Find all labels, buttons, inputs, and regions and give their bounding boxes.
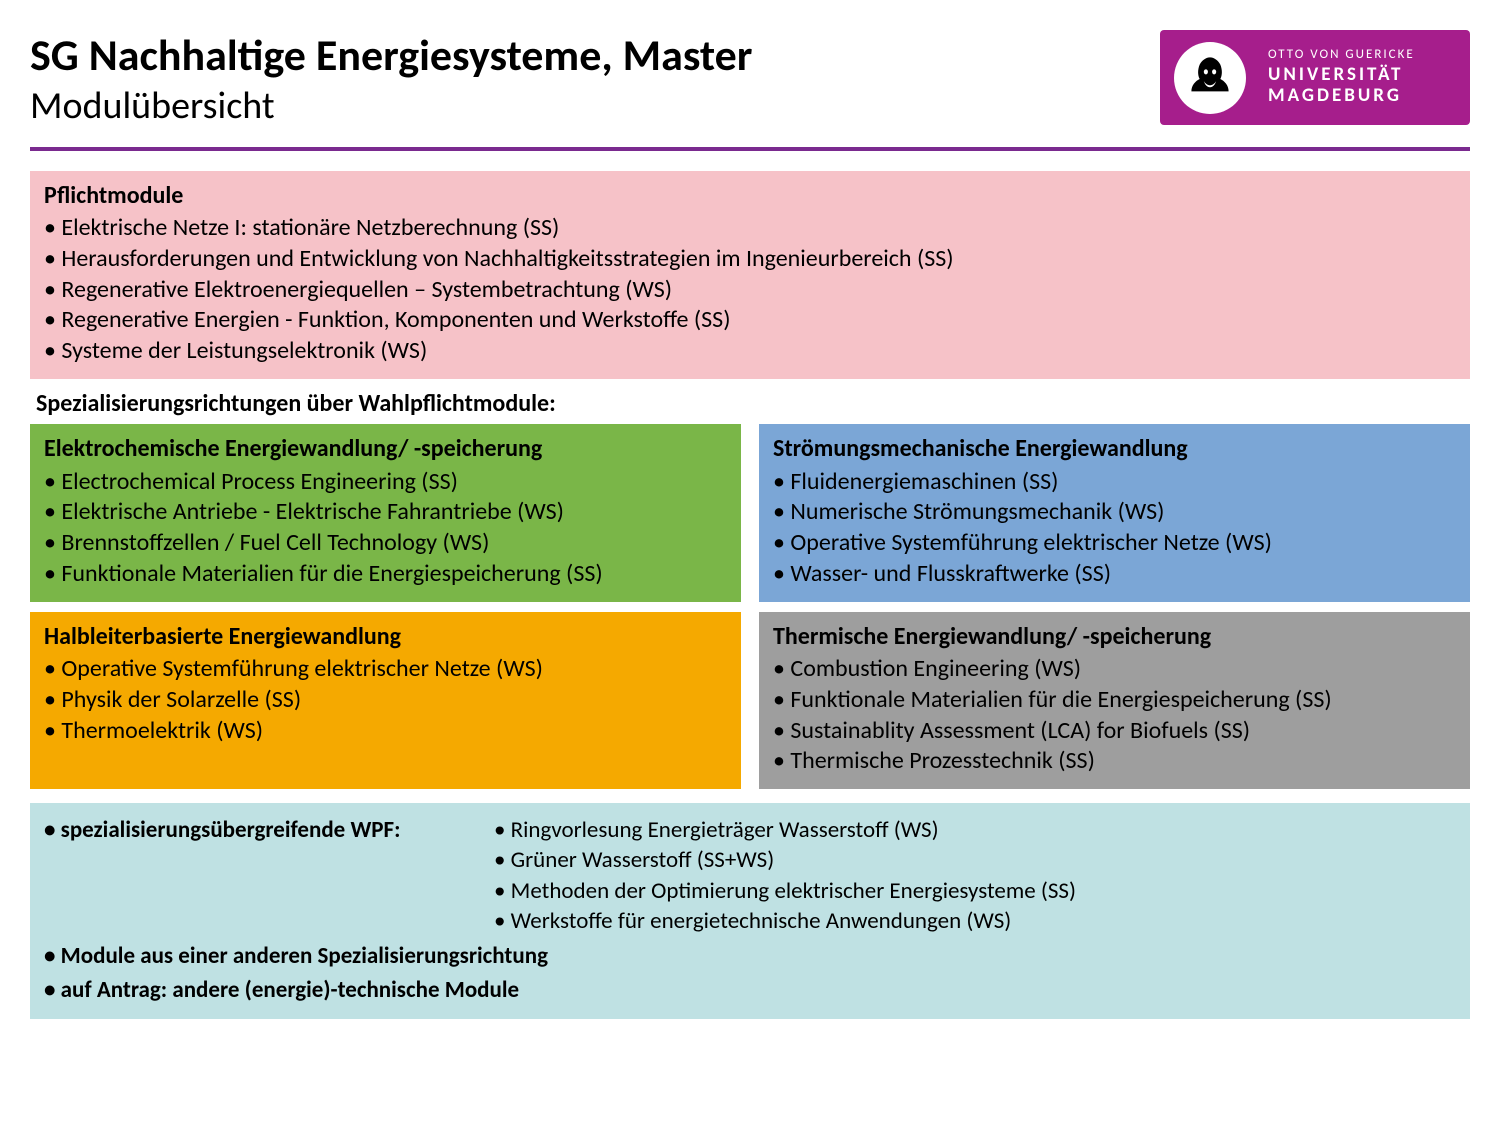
spec-list: Fluidenergiemaschinen (SS)Numerische Str… <box>773 467 1456 590</box>
logo-text: OTTO VON GUERICKE UNIVERSITÄT MAGDEBURG <box>1260 30 1470 125</box>
logo-portrait-bg <box>1160 30 1260 125</box>
wpf-item: Ringvorlesung Energieträger Wasserstoff … <box>494 815 1076 845</box>
pflichtmodule-box: Pflichtmodule Elektrische Netze I: stati… <box>30 171 1470 379</box>
wpf-item: Methoden der Optimierung elektrischer En… <box>494 876 1076 906</box>
spec-title: Elektrochemische Energiewandlung/ -speic… <box>44 434 727 465</box>
guericke-portrait-icon <box>1174 42 1246 114</box>
spec-item: Sustainablity Assessment (LCA) for Biofu… <box>773 716 1456 747</box>
spec-item: Thermische Prozesstechnik (SS) <box>773 746 1456 777</box>
spec-item: Combustion Engineering (WS) <box>773 654 1456 685</box>
logo-line-1: OTTO VON GUERICKE <box>1268 48 1460 62</box>
university-logo: OTTO VON GUERICKE UNIVERSITÄT MAGDEBURG <box>1160 30 1470 125</box>
spec-title: Halbleiterbasierte Energiewandlung <box>44 622 727 653</box>
spec-list: Combustion Engineering (WS)Funktionale M… <box>773 654 1456 777</box>
wpf-label: spezialisierungsübergreifende WPF: <box>44 815 494 936</box>
spec-item: Operative Systemführung elektrischer Net… <box>44 654 727 685</box>
spec-item: Thermoelektrik (WS) <box>44 716 727 747</box>
spec-box: Thermische Energiewandlung/ -speicherung… <box>759 612 1470 790</box>
pflicht-item: Regenerative Energien - Funktion, Kompon… <box>44 305 1456 336</box>
spec-item: Wasser- und Flusskraftwerke (SS) <box>773 559 1456 590</box>
page-subtitle: Modulübersicht <box>30 83 752 129</box>
spec-list: Electrochemical Process Engineering (SS)… <box>44 467 727 590</box>
wpf-item: Grüner Wasserstoff (SS+WS) <box>494 845 1076 875</box>
pflicht-title: Pflichtmodule <box>44 181 1456 212</box>
header: SG Nachhaltige Energiesysteme, Master Mo… <box>30 30 1470 151</box>
spec-item: Electrochemical Process Engineering (SS) <box>44 467 727 498</box>
spec-item: Fluidenergiemaschinen (SS) <box>773 467 1456 498</box>
pflicht-item: Regenerative Elektroenergiequellen – Sys… <box>44 275 1456 306</box>
pflicht-list: Elektrische Netze I: stationäre Netzbere… <box>44 213 1456 367</box>
spec-list: Operative Systemführung elektrischer Net… <box>44 654 727 746</box>
spec-item: Brennstoffzellen / Fuel Cell Technology … <box>44 528 727 559</box>
wpf-list: Ringvorlesung Energieträger Wasserstoff … <box>494 815 1076 936</box>
pflicht-item: Systeme der Leistungselektronik (WS) <box>44 336 1456 367</box>
page-title: SG Nachhaltige Energiesysteme, Master <box>30 30 752 81</box>
specialization-grid: Elektrochemische Energiewandlung/ -speic… <box>30 424 1470 789</box>
bottom-extra-1: Module aus einer anderen Spezialisierung… <box>44 941 1456 971</box>
spec-item: Operative Systemführung elektrischer Net… <box>773 528 1456 559</box>
wpf-row: spezialisierungsübergreifende WPF: Ringv… <box>44 815 1456 936</box>
spec-item: Physik der Solarzelle (SS) <box>44 685 727 716</box>
bottom-box: spezialisierungsübergreifende WPF: Ringv… <box>30 803 1470 1019</box>
specialization-label: Spezialisierungsrichtungen über Wahlpfli… <box>36 389 1470 418</box>
spec-item: Elektrische Antriebe - Elektrische Fahra… <box>44 497 727 528</box>
wpf-item: Werkstoffe für energietechnische Anwendu… <box>494 906 1076 936</box>
spec-box: Strömungsmechanische EnergiewandlungFlui… <box>759 424 1470 602</box>
spec-item: Numerische Strömungsmechanik (WS) <box>773 497 1456 528</box>
spec-title: Strömungsmechanische Energiewandlung <box>773 434 1456 465</box>
pflicht-item: Herausforderungen und Entwicklung von Na… <box>44 244 1456 275</box>
logo-line-3: MAGDEBURG <box>1268 86 1460 107</box>
pflicht-item: Elektrische Netze I: stationäre Netzbere… <box>44 213 1456 244</box>
logo-line-2: UNIVERSITÄT <box>1268 65 1460 86</box>
bottom-extra-2: auf Antrag: andere (energie)-technische … <box>44 975 1456 1005</box>
spec-box: Halbleiterbasierte EnergiewandlungOperat… <box>30 612 741 790</box>
spec-title: Thermische Energiewandlung/ -speicherung <box>773 622 1456 653</box>
spec-item: Funktionale Materialien für die Energies… <box>773 685 1456 716</box>
spec-box: Elektrochemische Energiewandlung/ -speic… <box>30 424 741 602</box>
title-block: SG Nachhaltige Energiesysteme, Master Mo… <box>30 30 752 129</box>
spec-item: Funktionale Materialien für die Energies… <box>44 559 727 590</box>
